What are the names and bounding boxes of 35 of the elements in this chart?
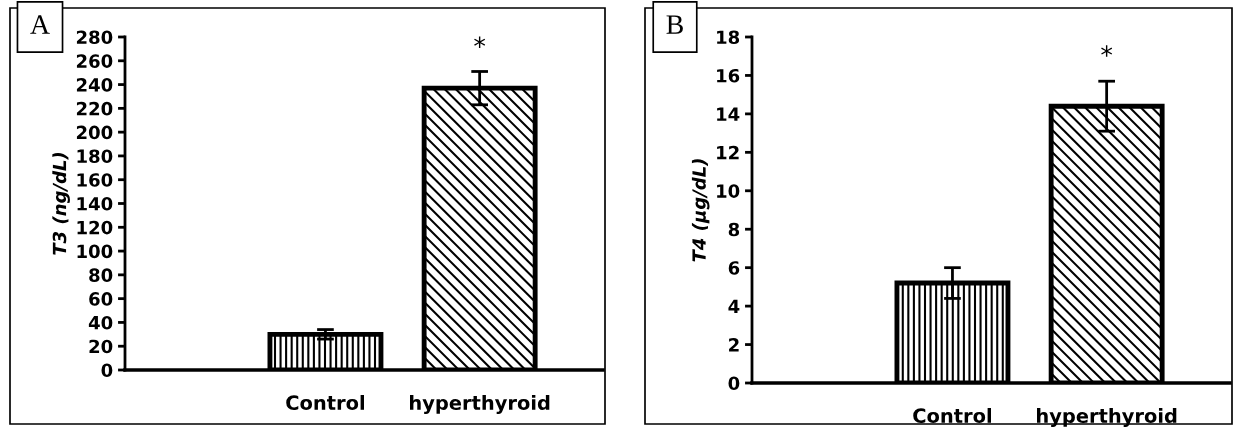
y-tick-label: 14 <box>717 107 740 121</box>
y-tick-label: 12 <box>717 145 739 160</box>
y-tick-label: 0 <box>101 363 113 378</box>
y-tick-label: 200 <box>76 125 113 140</box>
x-tick-label: hyperthyroid <box>410 395 550 414</box>
y-tick-label: 16 <box>717 68 740 83</box>
text: A <box>30 15 50 34</box>
y-tick-label: 140 <box>77 196 113 211</box>
y-axis-title: T3 (ng/dL) <box>52 152 70 255</box>
y-tick-label: 10 <box>717 184 740 198</box>
y-tick-label: 240 <box>76 78 113 92</box>
y-tick-label: 18 <box>717 30 740 45</box>
y-tick-label: 160 <box>77 173 113 187</box>
y-tick-label: 280 <box>76 30 113 45</box>
y-axis-title: T4 (µg/dL) <box>691 159 710 262</box>
x-tick-label: Control <box>286 395 365 411</box>
x-tick-label: hyperthyroid <box>1037 408 1177 427</box>
text: B <box>666 15 683 34</box>
annotation: * <box>1101 45 1113 57</box>
y-tick-label: 0 <box>728 376 740 391</box>
y-tick-label: 180 <box>77 149 113 164</box>
y-tick-label: 80 <box>89 268 113 282</box>
y-tick-label: 120 <box>77 220 113 235</box>
y-tick-label: 2 <box>729 338 739 352</box>
y-tick-label: 8 <box>728 222 740 237</box>
y-tick-label: 40 <box>88 315 113 330</box>
y-tick-label: 6 <box>728 261 740 275</box>
y-tick-label: 260 <box>76 54 113 68</box>
y-tick-label: 20 <box>89 339 113 354</box>
x-tick-label: Control <box>913 408 992 424</box>
y-tick-label: 60 <box>89 292 113 306</box>
y-tick-label: 4 <box>728 299 740 313</box>
y-tick-label: 220 <box>76 101 113 116</box>
y-tick-label: 100 <box>77 244 113 259</box>
annotation: * <box>474 36 486 48</box>
